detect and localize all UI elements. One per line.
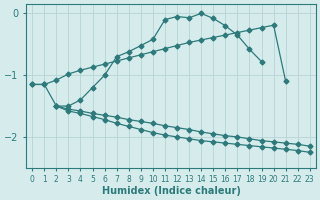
X-axis label: Humidex (Indice chaleur): Humidex (Indice chaleur) bbox=[101, 186, 240, 196]
